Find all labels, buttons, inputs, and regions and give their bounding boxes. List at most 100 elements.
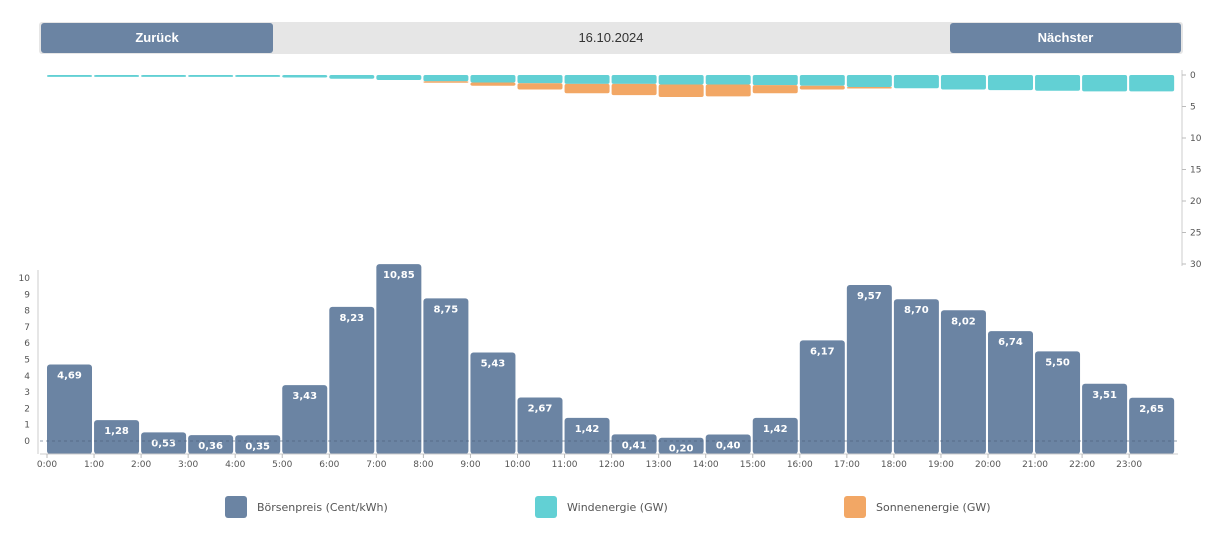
price-bar[interactable]	[376, 264, 422, 454]
price-bar-label: 0,35	[245, 441, 270, 452]
price-bar-label: 4,69	[57, 371, 82, 382]
wind-bar[interactable]	[1082, 75, 1128, 92]
x-tick-label: 21:00	[1022, 460, 1048, 470]
wind-bar[interactable]	[94, 75, 140, 77]
price-bar[interactable]	[988, 331, 1033, 454]
x-tick-label: 10:00	[505, 460, 531, 470]
energy-y-tick: 0	[1190, 71, 1196, 81]
wind-bar[interactable]	[705, 75, 751, 85]
price-bar[interactable]	[329, 306, 375, 454]
x-tick-label: 12:00	[599, 460, 625, 470]
x-tick-label: 5:00	[272, 460, 292, 470]
legend-label-solar: Sonnenenergie (GW)	[876, 500, 991, 514]
price-bar[interactable]	[94, 420, 140, 454]
wind-bar[interactable]	[141, 75, 187, 77]
wind-bar[interactable]	[846, 75, 892, 87]
solar-bar[interactable]	[470, 82, 516, 86]
wind-bar[interactable]	[329, 75, 375, 79]
price-bar-label: 2,67	[528, 403, 553, 414]
legend-item-wind[interactable]: Windenergie (GW)	[535, 495, 668, 519]
solar-bar[interactable]	[564, 83, 610, 94]
price-bar[interactable]	[1129, 397, 1175, 454]
wind-bar[interactable]	[893, 75, 939, 89]
price-bar-label: 0,36	[198, 441, 223, 452]
price-bar-label: 10,85	[383, 270, 415, 281]
wind-bar[interactable]	[282, 75, 328, 78]
wind-bar[interactable]	[376, 75, 422, 81]
price-bar[interactable]	[423, 298, 469, 454]
price-bar[interactable]	[611, 434, 657, 454]
wind-bar[interactable]	[658, 75, 704, 85]
energy-y-tick: 25	[1190, 229, 1201, 239]
solar-bar[interactable]	[611, 83, 657, 96]
solar-bar[interactable]	[846, 86, 892, 89]
price-y-tick: 3	[24, 388, 30, 398]
legend-item-solar[interactable]: Sonnenenergie (GW)	[844, 495, 991, 519]
price-bar[interactable]	[517, 397, 563, 454]
price-y-tick: 10	[19, 274, 31, 284]
current-date-label: 16.10.2024	[578, 30, 644, 45]
solar-bar[interactable]	[517, 83, 563, 90]
legend-item-price[interactable]: Börsenpreis (Cent/kWh)	[225, 495, 388, 519]
solar-bar[interactable]	[658, 84, 704, 98]
wind-bar[interactable]	[988, 75, 1033, 91]
wind-bar[interactable]	[47, 75, 92, 77]
x-tick-label: 13:00	[646, 460, 672, 470]
price-y-tick: 0	[24, 437, 30, 447]
price-y-tick: 9	[24, 290, 30, 300]
energy-chart: 0 5 10 15 20 25 30	[47, 70, 1202, 270]
price-bar[interactable]	[893, 299, 939, 454]
price-bar[interactable]	[658, 437, 704, 454]
wind-bar[interactable]	[235, 75, 281, 77]
price-bar[interactable]	[1082, 383, 1128, 454]
solar-bar[interactable]	[705, 84, 751, 97]
date-navigation: Zurück 16.10.2024 Nächster	[39, 22, 1183, 54]
price-bar[interactable]	[47, 364, 92, 454]
solar-bar[interactable]	[423, 81, 469, 83]
price-bar[interactable]	[282, 385, 328, 454]
wind-bar[interactable]	[517, 75, 563, 84]
price-bar-label: 5,50	[1045, 357, 1070, 368]
price-chart: 0 1 2 3 4 5 6 7 8 9 10 4,69 1,28 0,53 0,36 0,35 3,43 8,23…	[19, 264, 1178, 470]
x-tick-label: 3:00	[178, 460, 198, 470]
x-tick-label: 22:00	[1069, 460, 1095, 470]
solar-bar[interactable]	[752, 85, 798, 94]
x-tick-label: 14:00	[693, 460, 719, 470]
price-bar-label: 1,28	[104, 426, 129, 437]
price-bar[interactable]	[470, 352, 516, 454]
wind-bar[interactable]	[1035, 75, 1081, 91]
price-bar[interactable]	[705, 434, 751, 454]
wind-bar[interactable]	[564, 75, 610, 84]
price-bar[interactable]	[799, 340, 845, 454]
price-bar[interactable]	[752, 417, 798, 454]
wind-bar[interactable]	[752, 75, 798, 86]
wind-bar[interactable]	[470, 75, 516, 83]
wind-bar[interactable]	[423, 75, 469, 82]
price-bar[interactable]	[940, 310, 986, 454]
price-bar[interactable]	[564, 417, 610, 454]
wind-bar[interactable]	[799, 75, 845, 86]
x-tick-label: 0:00	[37, 460, 57, 470]
x-tick-label: 6:00	[319, 460, 339, 470]
price-bar-label: 6,74	[998, 337, 1023, 348]
wind-bar[interactable]	[188, 75, 234, 77]
solar-bar[interactable]	[799, 85, 845, 90]
wind-bar[interactable]	[940, 75, 986, 90]
wind-bar[interactable]	[1129, 75, 1175, 92]
next-day-button[interactable]: Nächster	[950, 23, 1181, 53]
x-tick-label: 7:00	[366, 460, 386, 470]
price-bar[interactable]	[235, 435, 281, 454]
price-y-tick: 4	[24, 372, 30, 382]
price-y-tick: 6	[24, 339, 30, 349]
price-bar-label: 3,43	[292, 391, 317, 402]
price-bar[interactable]	[188, 435, 234, 454]
wind-bar[interactable]	[611, 75, 657, 84]
price-bar[interactable]	[141, 432, 187, 454]
price-bar[interactable]	[1035, 351, 1081, 454]
previous-day-button[interactable]: Zurück	[41, 23, 273, 53]
price-bar-label: 8,75	[434, 304, 459, 315]
price-bar-label: 6,17	[810, 346, 835, 357]
legend-label-wind: Windenergie (GW)	[567, 500, 668, 514]
energy-y-tick: 30	[1190, 260, 1202, 270]
price-bar[interactable]	[846, 285, 892, 454]
